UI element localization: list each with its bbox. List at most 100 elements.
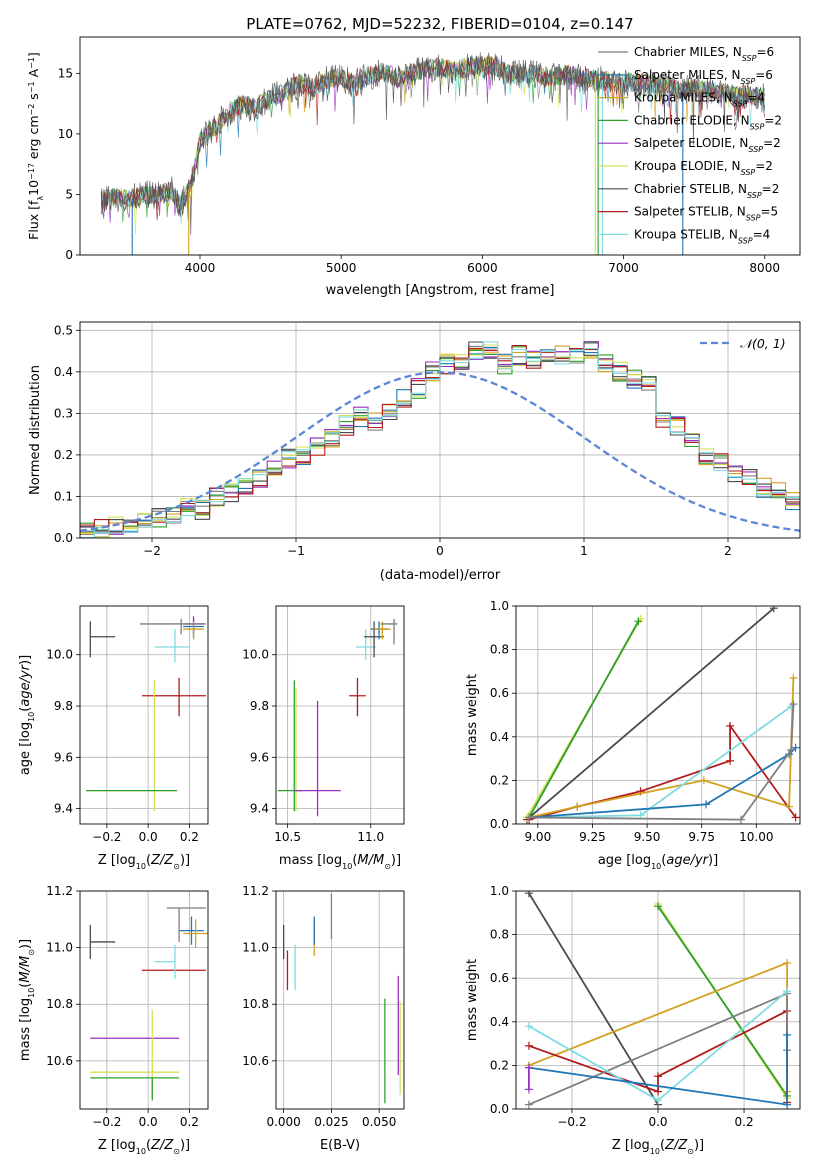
- y-tick-label: 0.1: [54, 489, 73, 503]
- y-tick-label: 1.0: [490, 599, 509, 613]
- x-axis-label: wavelength [Angstrom, rest frame]: [326, 283, 555, 298]
- x-tick-label: 9.50: [634, 830, 661, 844]
- y-tick-label: 10.8: [242, 997, 269, 1011]
- age-vs-mass-panel-plot-area: [276, 606, 404, 824]
- axes-frame: [79, 321, 801, 539]
- y-tick-label: 0.6: [490, 686, 509, 700]
- x-tick-label: 0.0: [648, 1115, 667, 1129]
- x-tick-label: 9.00: [524, 830, 551, 844]
- x-tick-label: 11.0: [357, 830, 384, 844]
- y-tick-label: 11.2: [242, 884, 269, 898]
- age-vs-mass-panel: 10.5 11.0 9.4 9.6 9.8 10.0 mass [log10(M/M⊙)]: [242, 605, 405, 871]
- x-tick-label: 2: [724, 544, 732, 558]
- error-bar-point: [86, 680, 178, 812]
- y-tick-label: 0.8: [490, 643, 509, 657]
- error-bar-point: [141, 677, 206, 717]
- y-tick-label: 10.6: [242, 1054, 269, 1068]
- x-axis-label: age [log10(age/yr)]: [598, 853, 718, 871]
- legend-label: Salpeter STELIB, NSSP=5: [634, 205, 778, 223]
- y-tick-label: 0.8: [490, 928, 509, 942]
- error-bar-point: [139, 618, 206, 635]
- x-tick-label: −1: [287, 544, 305, 558]
- y-axis-label: Normed distribution: [28, 365, 43, 495]
- y-tick-label: 9.4: [250, 802, 269, 816]
- x-tick-label: 8000: [749, 261, 780, 275]
- x-tick-label: 0.025: [314, 1115, 348, 1129]
- residual-panel: −2 −1 0 1 2 0.0 0.1 0.2 0.3 0.4 0.5 𝒩(0, 1) (data-mo…: [28, 321, 801, 583]
- x-tick-label: 5000: [326, 261, 357, 275]
- error-bar-point: [349, 677, 366, 717]
- mass-weight-line: [528, 892, 659, 1106]
- gaussian-reference-curve: [80, 371, 800, 532]
- mass-weight-line: [529, 704, 795, 821]
- axes-frame: [275, 605, 405, 825]
- y-tick-label: 9.6: [54, 750, 73, 764]
- y-tick-label: 9.6: [250, 750, 269, 764]
- x-tick-label: 10.5: [274, 830, 301, 844]
- y-tick-label: 0.0: [490, 1102, 509, 1116]
- y-tick-label: 0.0: [54, 531, 73, 545]
- x-tick-label: 0.000: [266, 1115, 300, 1129]
- y-tick-label: 15: [58, 66, 73, 80]
- mass-vs-EBV-panel: 0.000 0.025 0.050 10.6 10.8 11.0 11.2 E(B-V): [242, 884, 405, 1153]
- x-tick-label: 0.2: [180, 830, 199, 844]
- y-tick-label: 9.8: [250, 699, 269, 713]
- error-bar-point: [166, 907, 206, 942]
- x-tick-label: 0.2: [180, 1115, 199, 1129]
- y-axis-label: age [log10(age/yr)]: [18, 655, 36, 775]
- legend-label: Kroupa STELIB, NSSP=4: [634, 227, 770, 245]
- y-tick-label: 10: [58, 127, 73, 141]
- x-tick-label: −0.2: [557, 1115, 586, 1129]
- mass-weight-line: [528, 723, 797, 821]
- x-tick-label: 0.0: [139, 1115, 158, 1129]
- mass-vs-Z-panel: −0.2 0.0 0.2 10.6 10.8 11.0 11.2 Z [log10(Z/Z⊙)…: [18, 884, 209, 1156]
- mass-weight-line: [526, 607, 775, 821]
- error-bar-point: [355, 629, 376, 660]
- residual-panel-plot-area: [80, 322, 800, 538]
- error-bar-point: [183, 919, 208, 948]
- mass-weight-line: [529, 747, 797, 819]
- y-tick-label: 0.5: [54, 323, 73, 337]
- mass-weight-line: [528, 620, 640, 818]
- x-tick-label: 10.00: [739, 830, 773, 844]
- legend-label: Salpeter ELODIE, NSSP=2: [634, 136, 781, 154]
- legend-label: Kroupa MILES, NSSP=4: [634, 91, 765, 109]
- y-axis-label: mass [log10(M/M⊙)]: [18, 939, 36, 1061]
- x-tick-label: 0.0: [139, 830, 158, 844]
- error-bar-point: [89, 924, 116, 959]
- y-tick-label: 11.0: [242, 941, 269, 955]
- mass-vs-EBV-panel-plot-area: [276, 891, 404, 1109]
- x-tick-label: 9.75: [688, 830, 715, 844]
- error-bar-point: [89, 621, 116, 658]
- error-bar-point: [154, 629, 190, 663]
- y-tick-label: 0.2: [490, 1058, 509, 1072]
- y-tick-label: 0.6: [490, 971, 509, 985]
- age-vs-Z-panel: −0.2 0.0 0.2 9.4 9.6 9.8 10.0 Z [log10(Z/Z⊙)] ag…: [18, 605, 209, 871]
- axes-frame: [79, 36, 801, 256]
- y-tick-label: 0.2: [54, 448, 73, 462]
- y-tick-label: 0.4: [490, 1015, 509, 1029]
- error-bar-point: [277, 680, 303, 812]
- error-bar-point: [154, 944, 176, 979]
- observed-spectrum-line: [100, 51, 765, 235]
- x-axis-label: Z [log10(Z/Z⊙)]: [98, 853, 190, 871]
- axes-frame: [515, 890, 801, 1110]
- y-tick-label: 10.0: [242, 648, 269, 662]
- x-tick-label: −0.2: [92, 830, 121, 844]
- x-tick-label: 1: [580, 544, 588, 558]
- axes-frame: [79, 890, 209, 1110]
- histogram-step: [80, 341, 800, 532]
- x-axis-label: E(B-V): [320, 1138, 360, 1153]
- legend-label: Chabrier ELODIE, NSSP=2: [634, 113, 782, 130]
- mass-weight-line: [657, 905, 788, 1097]
- histogram-step: [80, 342, 800, 531]
- mass-vs-Z-panel-plot-area: [80, 891, 208, 1109]
- histogram-step: [80, 341, 800, 538]
- x-tick-label: −2: [143, 544, 161, 558]
- y-axis-label: mass weight: [465, 674, 480, 756]
- y-tick-label: 9.4: [54, 802, 73, 816]
- y-tick-label: 11.0: [46, 941, 73, 955]
- mass-weight-line: [529, 705, 792, 819]
- axes-frame: [275, 890, 405, 1110]
